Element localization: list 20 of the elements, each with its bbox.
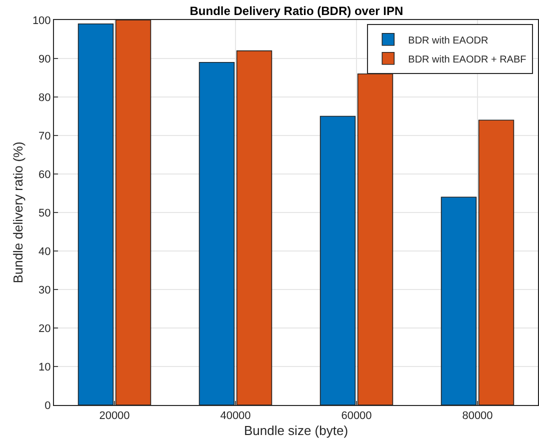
y-tick-label: 70: [38, 130, 51, 142]
y-tick-label: 10: [38, 361, 51, 374]
y-tick-label: 60: [38, 168, 51, 181]
y-tick-label: 0: [44, 400, 51, 412]
legend-label: BDR with EAODR + RABF: [408, 54, 526, 66]
y-tick-label: 30: [38, 284, 51, 296]
chart-title: Bundle Delivery Ratio (BDR) over IPN: [190, 4, 404, 18]
x-tick-label: 40000: [220, 410, 251, 422]
y-tick-label: 90: [38, 53, 51, 66]
y-tick-label: 40: [38, 246, 51, 258]
y-tick-label: 50: [38, 207, 51, 220]
x-tick-label: 80000: [462, 410, 493, 422]
y-tick-label: 80: [38, 92, 51, 104]
x-tick-label: 60000: [341, 410, 372, 422]
legend-label: BDR with EAODR: [408, 35, 488, 46]
x-tick-label: 20000: [99, 410, 130, 422]
y-tick-label: 100: [32, 14, 51, 27]
y-tick-label: 20: [38, 322, 51, 335]
y-axis-title: Bundle delivery ratio (%): [10, 142, 26, 284]
x-axis-title: Bundle size (byte): [244, 422, 348, 438]
